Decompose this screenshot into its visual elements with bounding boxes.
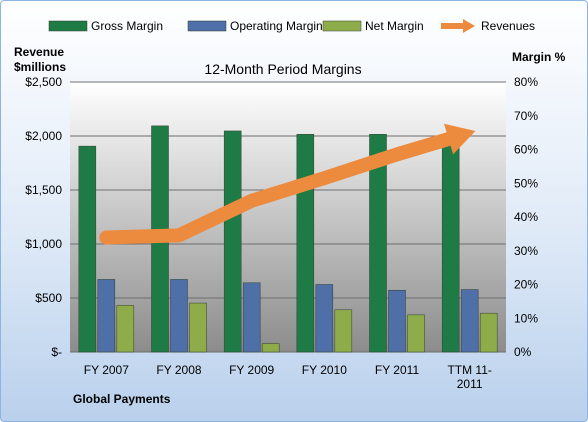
bar-operating-margin: [315, 284, 334, 353]
right-tick-label: 0%: [514, 345, 532, 359]
bar-net-margin: [116, 305, 135, 353]
left-tick-label: $2,500: [25, 75, 62, 89]
left-tick-label: $2,000: [25, 129, 62, 143]
plot-area: [70, 82, 506, 352]
legend-label: Net Margin: [365, 19, 424, 33]
right-tick-label: 70%: [514, 109, 538, 123]
left-axis-label-line2: $millions: [14, 60, 66, 74]
left-tick-label: $-: [51, 345, 62, 359]
bar-operating-margin: [388, 289, 406, 353]
bar-net-margin: [334, 309, 353, 353]
right-tick-label: 40%: [514, 210, 538, 224]
right-tick-label: 50%: [514, 176, 538, 190]
bar-operating-margin: [460, 289, 479, 353]
chart-caption: Global Payments: [73, 392, 171, 406]
bar-gross-margin: [441, 135, 460, 353]
legend-label: Gross Margin: [91, 19, 163, 33]
right-tick-label: 20%: [514, 278, 538, 292]
bar-gross-margin: [78, 145, 97, 353]
chart-title: 12-Month Period Margins: [204, 61, 361, 77]
bar-operating-margin: [170, 279, 188, 353]
legend-swatch-gross-margin: [48, 20, 88, 32]
right-tick-label: 30%: [514, 244, 538, 258]
x-tick-label: FY 2008: [156, 363, 201, 377]
bar-net-margin: [261, 343, 280, 353]
legend-label: Operating Margin: [230, 19, 323, 33]
x-tick-label: FY 2007: [84, 363, 129, 377]
right-tick-label: 60%: [514, 143, 538, 157]
legend-label: Revenues: [481, 19, 535, 33]
x-tick-label: TTM 11-2011: [447, 363, 491, 391]
x-tick-label: FY 2010: [302, 363, 347, 377]
legend-swatch-net-margin: [322, 20, 362, 32]
bar-net-margin: [189, 302, 207, 353]
legend-arrow-revenues: [463, 19, 475, 33]
bar-operating-margin: [242, 282, 261, 353]
legend-swatch-operating-margin: [187, 20, 227, 32]
bar-gross-margin: [296, 134, 315, 353]
bar-gross-margin: [369, 134, 387, 353]
bar-net-margin: [407, 314, 425, 353]
right-tick-label: 10%: [514, 311, 538, 325]
right-tick-label: 80%: [514, 75, 538, 89]
x-tick-label: FY 2011: [375, 363, 420, 377]
bar-operating-margin: [97, 279, 116, 353]
left-axis-label-line1: Revenue: [14, 45, 64, 59]
revenue-line: [99, 130, 462, 245]
left-tick-label: $1,500: [25, 183, 62, 197]
revenue-arrowhead: [444, 123, 476, 155]
x-tick-label: FY 2009: [229, 363, 274, 377]
bar-gross-margin: [223, 130, 242, 353]
left-tick-label: $500: [35, 291, 62, 305]
left-tick-label: $1,000: [25, 237, 62, 251]
bar-net-margin: [479, 312, 498, 353]
right-axis-label: Margin %: [512, 50, 566, 64]
